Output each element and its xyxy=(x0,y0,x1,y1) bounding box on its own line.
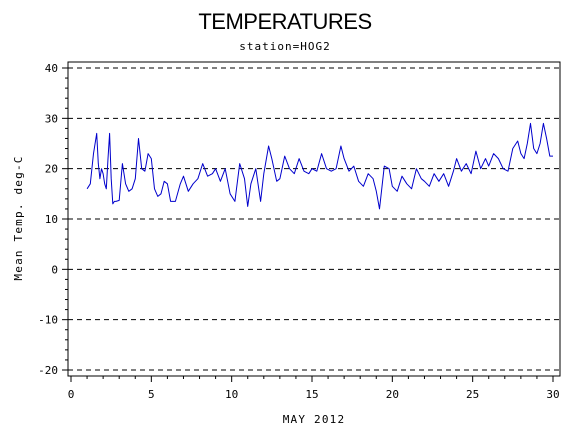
x-tick-label: 15 xyxy=(305,388,318,401)
grid-lines xyxy=(68,67,560,371)
chart-title: TEMPERATURES xyxy=(198,9,371,34)
y-tick-label: 30 xyxy=(45,112,58,125)
y-tick-label: -20 xyxy=(38,364,58,377)
y-tick-label: 20 xyxy=(45,163,58,176)
y-tick-label: 40 xyxy=(45,62,58,75)
x-axis-label: MAY 2012 xyxy=(283,413,346,426)
x-tick-label: 25 xyxy=(466,388,479,401)
y-axis-label: Mean Temp. deg-C xyxy=(12,155,25,280)
x-tick-label: 20 xyxy=(386,388,399,401)
chart-subtitle: station=HOG2 xyxy=(239,40,330,53)
temperature-series-line xyxy=(86,122,553,210)
x-tick-label: 5 xyxy=(148,388,155,401)
x-tick-label: 10 xyxy=(225,388,238,401)
y-axis: -20 -10 0 10 20 30 40 xyxy=(38,62,68,377)
y-tick-label: 10 xyxy=(45,213,58,226)
y-tick-label: -10 xyxy=(38,314,58,327)
series-layer xyxy=(86,122,553,210)
x-tick-label: 30 xyxy=(546,388,559,401)
x-tick-label: 0 xyxy=(68,388,75,401)
y-tick-label: 0 xyxy=(51,263,58,276)
x-axis: 0 5 10 15 20 25 30 xyxy=(68,376,560,401)
